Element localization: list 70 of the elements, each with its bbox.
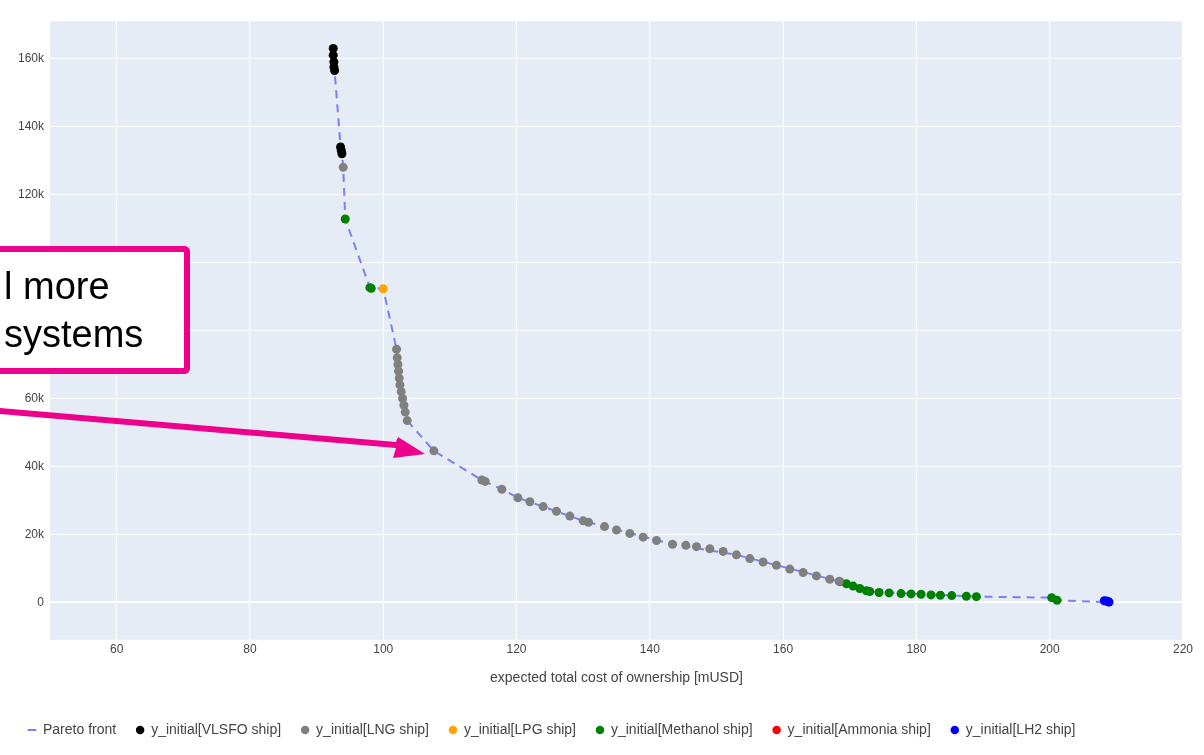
point bbox=[337, 149, 347, 159]
point bbox=[538, 502, 548, 512]
point bbox=[402, 416, 412, 426]
point bbox=[745, 554, 755, 564]
point bbox=[811, 571, 821, 581]
point bbox=[429, 446, 439, 456]
point bbox=[771, 560, 781, 570]
x-tick-label: 60 bbox=[109, 642, 124, 657]
y-tick-label: 40k bbox=[24, 458, 45, 473]
point bbox=[935, 590, 945, 600]
x-tick-label: 100 bbox=[373, 642, 394, 657]
point bbox=[691, 542, 701, 552]
point bbox=[552, 506, 562, 516]
point bbox=[338, 162, 348, 172]
point bbox=[378, 284, 388, 294]
point bbox=[825, 574, 835, 584]
point bbox=[565, 511, 575, 521]
point bbox=[705, 544, 715, 554]
point bbox=[785, 564, 795, 574]
point bbox=[971, 592, 981, 602]
legend-label: y_initial[Ammonia ship] bbox=[787, 720, 931, 737]
y-tick-label: 0 bbox=[37, 594, 45, 609]
x-tick-label: 220 bbox=[1172, 642, 1194, 657]
legend-label: y_initial[VLSFO ship] bbox=[151, 720, 282, 737]
point bbox=[758, 557, 768, 567]
legend-label: y_initial[Methanol ship] bbox=[610, 720, 753, 737]
x-tick-label: 160 bbox=[773, 642, 794, 657]
point bbox=[718, 546, 728, 556]
point bbox=[906, 589, 916, 599]
point bbox=[961, 591, 971, 601]
legend-label: y_initial[LH2 ship] bbox=[965, 720, 1076, 737]
legend-label: y_initial[LNG ship] bbox=[316, 720, 429, 737]
point bbox=[625, 528, 635, 538]
x-tick-label: 180 bbox=[906, 642, 927, 657]
y-tick-label: 160k bbox=[17, 50, 45, 65]
y-tick-label: 140k bbox=[17, 118, 45, 133]
point bbox=[340, 214, 350, 224]
point bbox=[926, 590, 936, 600]
legend-label: y_initial[LPG ship] bbox=[463, 720, 576, 737]
x-tick-label: 200 bbox=[1039, 642, 1061, 657]
point bbox=[400, 407, 410, 417]
x-tick-label: 80 bbox=[243, 642, 257, 657]
point bbox=[651, 536, 661, 546]
point bbox=[392, 344, 402, 354]
annotation: l more systems bbox=[4, 264, 145, 357]
y-tick-label: 120k bbox=[17, 186, 45, 201]
point bbox=[497, 484, 507, 494]
point bbox=[731, 550, 741, 560]
point bbox=[638, 532, 648, 542]
point bbox=[916, 589, 926, 599]
point bbox=[584, 517, 593, 527]
point bbox=[874, 588, 884, 598]
point bbox=[896, 589, 906, 599]
x-tick-label: 140 bbox=[639, 642, 661, 657]
point bbox=[947, 591, 957, 601]
point bbox=[612, 525, 621, 535]
point bbox=[513, 493, 523, 503]
point bbox=[884, 588, 894, 598]
point bbox=[855, 583, 865, 593]
y-tick-label: 60k bbox=[24, 390, 45, 405]
x-axis-title: expected total cost of ownership [mUSD] bbox=[490, 669, 743, 686]
legend-label: Pareto front bbox=[43, 720, 117, 737]
point bbox=[798, 568, 808, 577]
point bbox=[667, 539, 677, 549]
point bbox=[600, 522, 609, 532]
point bbox=[525, 497, 535, 507]
x-tick-label: 120 bbox=[506, 642, 527, 657]
point bbox=[681, 540, 691, 550]
point bbox=[1052, 595, 1062, 605]
y-tick-label: 20k bbox=[24, 526, 45, 541]
